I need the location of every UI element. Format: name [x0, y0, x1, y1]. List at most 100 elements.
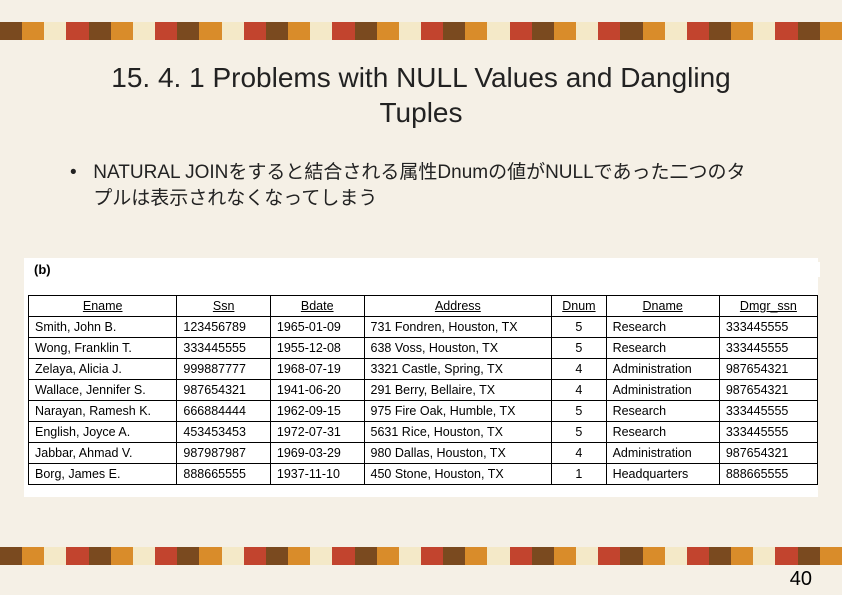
border-segment	[554, 22, 576, 40]
bullet-block: • NATURAL JOINをすると結合される属性Dnumの値がNULLであった…	[70, 160, 770, 211]
cell: 5	[552, 338, 606, 359]
cell: 450 Stone, Houston, TX	[364, 464, 552, 485]
cell: Zelaya, Alicia J.	[29, 359, 177, 380]
col-bdate: Bdate	[270, 296, 364, 317]
cell: 333445555	[719, 338, 817, 359]
table-header-row: EnameSsnBdateAddressDnumDnameDmgr_ssn	[29, 296, 818, 317]
cell: 1937-11-10	[270, 464, 364, 485]
cell: 987654321	[719, 443, 817, 464]
border-segment	[89, 22, 111, 40]
border-segment	[0, 22, 22, 40]
border-segment	[288, 22, 310, 40]
cell: 638 Voss, Houston, TX	[364, 338, 552, 359]
border-segment	[355, 22, 377, 40]
border-segment	[332, 547, 354, 565]
border-segment	[0, 547, 22, 565]
cell: English, Joyce A.	[29, 422, 177, 443]
border-segment	[443, 22, 465, 40]
title-line-1: 15. 4. 1 Problems with NULL Values and D…	[111, 62, 730, 93]
cell: Wong, Franklin T.	[29, 338, 177, 359]
border-segment	[665, 547, 687, 565]
cell: 4	[552, 380, 606, 401]
border-segment	[598, 22, 620, 40]
cell: Headquarters	[606, 464, 719, 485]
cell: Administration	[606, 359, 719, 380]
cell: 975 Fire Oak, Humble, TX	[364, 401, 552, 422]
cell: 980 Dallas, Houston, TX	[364, 443, 552, 464]
cell: 333445555	[177, 338, 271, 359]
cell: 3321 Castle, Spring, TX	[364, 359, 552, 380]
border-segment	[487, 547, 509, 565]
border-segment	[532, 22, 554, 40]
border-segment	[111, 22, 133, 40]
table-row: Wong, Franklin T.3334455551955-12-08638 …	[29, 338, 818, 359]
border-segment	[244, 547, 266, 565]
border-segment	[554, 547, 576, 565]
cell: Administration	[606, 380, 719, 401]
border-segment	[510, 547, 532, 565]
cell: Research	[606, 401, 719, 422]
border-segment	[443, 547, 465, 565]
col-dmgr_ssn: Dmgr_ssn	[719, 296, 817, 317]
cell: 1962-09-15	[270, 401, 364, 422]
cell: 333445555	[719, 317, 817, 338]
border-segment	[820, 547, 842, 565]
border-segment	[310, 547, 332, 565]
border-segment	[665, 22, 687, 40]
cell: Administration	[606, 443, 719, 464]
cell: 123456789	[177, 317, 271, 338]
border-segment	[266, 547, 288, 565]
col-dnum: Dnum	[552, 296, 606, 317]
border-segment	[66, 547, 88, 565]
border-segment	[620, 22, 642, 40]
col-address: Address	[364, 296, 552, 317]
border-segment	[133, 22, 155, 40]
table-row: Jabbar, Ahmad V.9879879871969-03-29980 D…	[29, 443, 818, 464]
border-segment	[753, 22, 775, 40]
cell: 1968-07-19	[270, 359, 364, 380]
table-row: Smith, John B.1234567891965-01-09731 Fon…	[29, 317, 818, 338]
bullet-dot: •	[70, 160, 88, 186]
border-segment	[532, 547, 554, 565]
border-segment	[643, 22, 665, 40]
cell: 987987987	[177, 443, 271, 464]
border-segment	[687, 547, 709, 565]
border-segment	[199, 547, 221, 565]
table-row: Zelaya, Alicia J.9998877771968-07-193321…	[29, 359, 818, 380]
border-segment	[155, 22, 177, 40]
table-body: Smith, John B.1234567891965-01-09731 Fon…	[29, 317, 818, 485]
cell: 1969-03-29	[270, 443, 364, 464]
border-segment	[731, 22, 753, 40]
cell: Smith, John B.	[29, 317, 177, 338]
figure-label: (b)	[34, 262, 820, 277]
border-segment	[155, 547, 177, 565]
cell: 4	[552, 443, 606, 464]
border-segment	[798, 547, 820, 565]
border-segment	[465, 22, 487, 40]
border-segment	[576, 547, 598, 565]
border-segment	[22, 22, 44, 40]
border-segment	[377, 547, 399, 565]
cell: Narayan, Ramesh K.	[29, 401, 177, 422]
col-dname: Dname	[606, 296, 719, 317]
border-segment	[222, 547, 244, 565]
cell: 999887777	[177, 359, 271, 380]
cell: 1972-07-31	[270, 422, 364, 443]
border-segment	[44, 22, 66, 40]
border-segment	[111, 547, 133, 565]
cell: 291 Berry, Bellaire, TX	[364, 380, 552, 401]
cell: 987654321	[719, 359, 817, 380]
cell: Research	[606, 317, 719, 338]
border-segment	[643, 547, 665, 565]
cell: 888665555	[177, 464, 271, 485]
table-region: (b) EnameSsnBdateAddressDnumDnameDmgr_ss…	[24, 258, 818, 497]
border-segment	[266, 22, 288, 40]
col-ssn: Ssn	[177, 296, 271, 317]
cell: Borg, James E.	[29, 464, 177, 485]
cell: 5	[552, 317, 606, 338]
title-line-2: Tuples	[379, 97, 462, 128]
cell: 666884444	[177, 401, 271, 422]
border-segment	[89, 547, 111, 565]
border-segment	[199, 22, 221, 40]
border-segment	[620, 547, 642, 565]
